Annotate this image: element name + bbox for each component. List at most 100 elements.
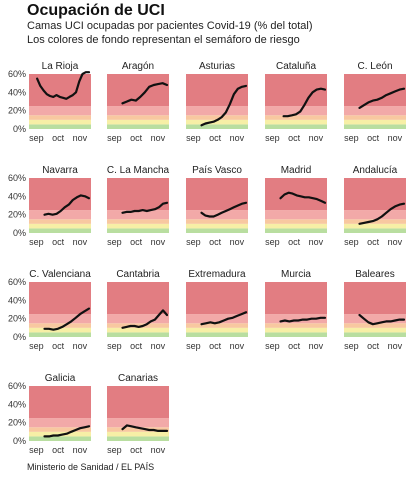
- series-line-andalucia: [358, 202, 406, 225]
- band-green: [265, 332, 327, 337]
- x-tick-label: oct: [130, 341, 143, 351]
- band-green: [186, 228, 248, 233]
- series-line-cataluna: [282, 87, 327, 118]
- series-line-c-leon: [358, 87, 406, 110]
- x-tick-label: oct: [52, 341, 65, 351]
- band-red: [107, 282, 169, 315]
- band-green: [29, 124, 91, 129]
- panel-title-cataluna: Cataluña: [276, 61, 316, 72]
- x-tick-label: nov: [230, 133, 245, 143]
- band-yellow: [344, 223, 406, 229]
- band-light_red: [29, 106, 91, 116]
- band-green: [344, 332, 406, 337]
- panel-title-asturias: Asturias: [199, 61, 235, 72]
- band-orange: [344, 115, 406, 120]
- y-tick-label: 20%: [8, 314, 26, 324]
- band-green: [107, 124, 169, 129]
- x-tick-label: nov: [73, 237, 88, 247]
- x-tick-label: oct: [209, 133, 222, 143]
- panel-title-andalucia: Andalucía: [353, 165, 398, 176]
- band-green: [29, 436, 91, 441]
- x-tick-label: sep: [29, 133, 44, 143]
- x-tick-label: nov: [388, 133, 403, 143]
- band-light_red: [186, 314, 248, 324]
- band-red: [107, 74, 169, 107]
- series-line-la-rioja: [35, 71, 91, 100]
- band-light_red: [265, 314, 327, 324]
- y-tick-label: 0%: [13, 436, 26, 446]
- band-red: [186, 74, 248, 107]
- x-tick-label: oct: [209, 341, 222, 351]
- series-line-asturias: [200, 84, 248, 127]
- band-green: [186, 332, 248, 337]
- band-red: [29, 386, 91, 419]
- panel-title-c-valenciana: C. Valenciana: [29, 269, 91, 280]
- x-tick-label: nov: [151, 133, 166, 143]
- x-tick-label: sep: [344, 237, 359, 247]
- band-green: [344, 124, 406, 129]
- x-tick-label: sep: [29, 237, 44, 247]
- x-tick-label: nov: [309, 341, 324, 351]
- x-tick-label: oct: [52, 237, 65, 247]
- series-line-galicia: [43, 425, 91, 438]
- band-yellow: [344, 119, 406, 125]
- y-tick-label: 20%: [8, 106, 26, 116]
- x-tick-label: nov: [151, 445, 166, 455]
- panel-title-baleares: Baleares: [355, 269, 394, 280]
- panel-title-aragon: Aragón: [122, 61, 154, 72]
- x-tick-label: nov: [151, 237, 166, 247]
- x-tick-label: nov: [151, 341, 166, 351]
- panel-title-cantabria: Cantabria: [116, 269, 160, 280]
- band-red: [107, 178, 169, 211]
- x-tick-label: nov: [73, 133, 88, 143]
- band-orange: [29, 323, 91, 328]
- x-tick-label: sep: [107, 445, 122, 455]
- panel-title-la-rioja: La Rioja: [42, 61, 79, 72]
- band-green: [186, 124, 248, 129]
- band-green: [265, 124, 327, 129]
- band-red: [344, 282, 406, 315]
- x-tick-label: oct: [52, 133, 65, 143]
- y-tick-label: 0%: [13, 332, 26, 342]
- band-green: [265, 228, 327, 233]
- band-yellow: [29, 119, 91, 125]
- source-note: Ministerio de Sanidad / EL PAÍS: [27, 462, 155, 472]
- band-yellow: [107, 327, 169, 333]
- band-green: [344, 228, 406, 233]
- band-orange: [265, 115, 327, 120]
- band-light_red: [107, 314, 169, 324]
- x-tick-label: nov: [388, 341, 403, 351]
- band-red: [29, 282, 91, 315]
- x-tick-label: sep: [265, 341, 280, 351]
- band-light_red: [29, 418, 91, 428]
- x-tick-label: sep: [29, 445, 44, 455]
- x-tick-label: sep: [265, 133, 280, 143]
- band-orange: [186, 115, 248, 120]
- x-tick-label: sep: [107, 237, 122, 247]
- series-line-canarias: [121, 424, 169, 432]
- band-red: [29, 178, 91, 211]
- band-orange: [265, 323, 327, 328]
- y-tick-label: 40%: [8, 295, 26, 305]
- panel-title-extremadura: Extremadura: [188, 269, 246, 280]
- x-tick-label: sep: [29, 341, 44, 351]
- panel-title-madrid: Madrid: [281, 165, 312, 176]
- chart-title: Ocupación de UCI: [27, 2, 165, 19]
- band-orange: [107, 323, 169, 328]
- band-yellow: [265, 327, 327, 333]
- y-tick-label: 60%: [8, 173, 26, 183]
- x-tick-label: nov: [309, 237, 324, 247]
- y-tick-label: 20%: [8, 210, 26, 220]
- x-tick-label: oct: [52, 445, 65, 455]
- band-light_red: [265, 210, 327, 220]
- y-tick-label: 60%: [8, 277, 26, 287]
- band-red: [186, 282, 248, 315]
- band-light_red: [29, 314, 91, 324]
- band-green: [107, 332, 169, 337]
- series-line-pais-vasco: [200, 201, 248, 218]
- panel-title-canarias: Canarias: [118, 373, 158, 384]
- x-tick-label: sep: [107, 341, 122, 351]
- band-yellow: [186, 223, 248, 229]
- band-orange: [107, 115, 169, 120]
